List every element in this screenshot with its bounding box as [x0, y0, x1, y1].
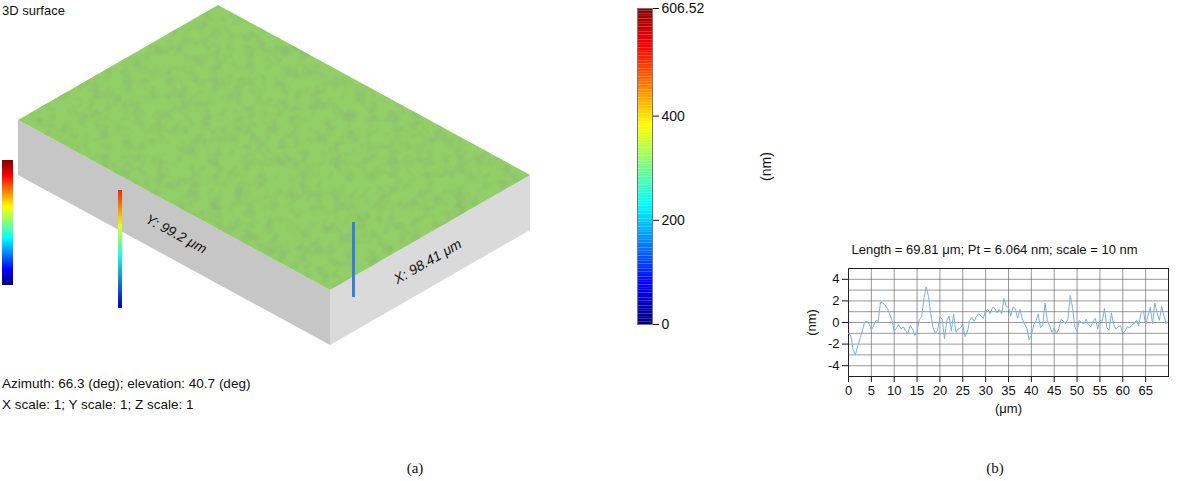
- svg-text:2: 2: [832, 293, 839, 308]
- svg-text:60: 60: [1116, 383, 1130, 398]
- svg-text:0: 0: [845, 383, 852, 398]
- svg-text:200: 200: [662, 212, 686, 228]
- svg-text:606.52: 606.52: [662, 0, 705, 16]
- svg-text:45: 45: [1047, 383, 1061, 398]
- svg-text:30: 30: [978, 383, 992, 398]
- svg-text:65: 65: [1138, 383, 1152, 398]
- svg-text:0: 0: [832, 315, 839, 330]
- svg-text:4: 4: [832, 271, 839, 286]
- svg-text:55: 55: [1093, 383, 1107, 398]
- svg-text:(nm): (nm): [804, 309, 819, 336]
- svg-text:35: 35: [1001, 383, 1015, 398]
- svg-text:3D surface: 3D surface: [2, 3, 65, 18]
- svg-text:10: 10: [887, 383, 901, 398]
- svg-text:40: 40: [1024, 383, 1038, 398]
- svg-text:-2: -2: [828, 336, 840, 351]
- svg-text:X: 98.41 μm: X: 98.41 μm: [390, 235, 464, 287]
- svg-text:X scale: 1; Y scale: 1; Z scal: X scale: 1; Y scale: 1; Z scale: 1: [2, 397, 194, 412]
- svg-text:20: 20: [933, 383, 947, 398]
- svg-text:-4: -4: [828, 358, 840, 373]
- svg-text:15: 15: [910, 383, 924, 398]
- svg-text:0: 0: [662, 316, 670, 332]
- svg-text:5: 5: [868, 383, 875, 398]
- svg-text:50: 50: [1070, 383, 1084, 398]
- svg-text:400: 400: [662, 108, 686, 124]
- html-text:Length = 69.81 μm; Pt = 6.064: Length = 69.81 μm; Pt = 6.064 nm; scale …: [851, 242, 1138, 257]
- svg-text:Azimuth: 66.3 (deg); elevation: Azimuth: 66.3 (deg); elevation: 40.7 (de…: [2, 376, 250, 391]
- svg-text:Y: 99.2 μm: Y: 99.2 μm: [143, 211, 210, 257]
- svg-text:25: 25: [956, 383, 970, 398]
- html-text:(a): (a): [406, 460, 424, 476]
- html-text:(b): (b): [986, 460, 1004, 476]
- svg-text:(nm): (nm): [758, 152, 774, 181]
- svg-text:(μm): (μm): [995, 401, 1022, 416]
